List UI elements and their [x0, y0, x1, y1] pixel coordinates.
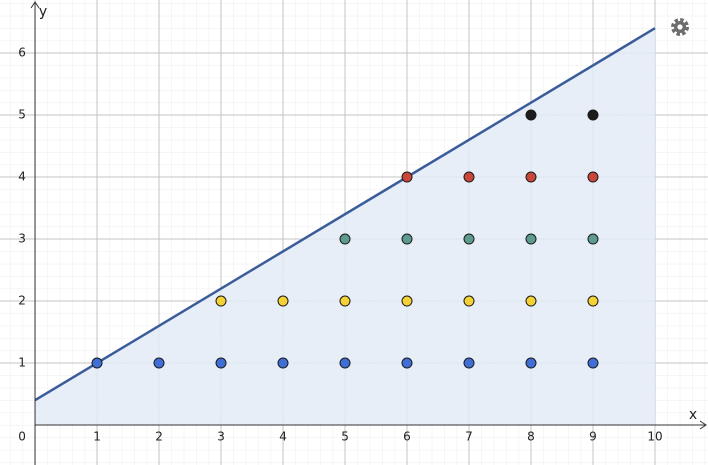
y-tick-label: 6 [18, 46, 26, 60]
point [525, 171, 537, 183]
y-tick-label: 3 [18, 232, 26, 246]
x-tick-label: 4 [279, 430, 287, 444]
point [215, 295, 227, 307]
y-tick-label: 4 [18, 170, 26, 184]
point [91, 357, 103, 369]
point [277, 295, 289, 307]
point [401, 295, 413, 307]
point [401, 171, 413, 183]
shaded-region [35, 28, 655, 426]
x-tick-label: 8 [527, 430, 535, 444]
y-axis-arrow [30, 1, 40, 9]
x-tick-label: 1 [93, 430, 101, 444]
point [339, 357, 351, 369]
point [525, 233, 537, 245]
point [463, 233, 475, 245]
y-axis-label: y [39, 4, 47, 20]
point [339, 295, 351, 307]
x-tick-label: 5 [341, 430, 349, 444]
settings-icon[interactable] [671, 18, 689, 36]
point [587, 357, 599, 369]
x-axis-arrow [699, 420, 707, 430]
x-tick-label: 0 [18, 430, 26, 444]
boundary-line [34, 27, 656, 402]
point [587, 109, 599, 121]
point [525, 295, 537, 307]
x-tick-label: 3 [217, 430, 225, 444]
point [463, 171, 475, 183]
point [339, 233, 351, 245]
y-tick-label: 1 [18, 356, 26, 370]
y-tick-label: 5 [18, 108, 26, 122]
point [587, 171, 599, 183]
x-tick-label: 7 [465, 430, 473, 444]
point [525, 357, 537, 369]
x-tick-label: 2 [155, 430, 163, 444]
point [215, 357, 227, 369]
point [587, 295, 599, 307]
point [525, 109, 537, 121]
x-tick-label: 10 [647, 430, 662, 444]
x-axis-label: x [689, 407, 697, 423]
y-tick-label: 2 [18, 294, 26, 308]
x-tick-label: 6 [403, 430, 411, 444]
point [277, 357, 289, 369]
x-tick-label: 9 [589, 430, 597, 444]
point [401, 233, 413, 245]
point [463, 295, 475, 307]
point [401, 357, 413, 369]
point [463, 357, 475, 369]
point [587, 233, 599, 245]
point [153, 357, 165, 369]
